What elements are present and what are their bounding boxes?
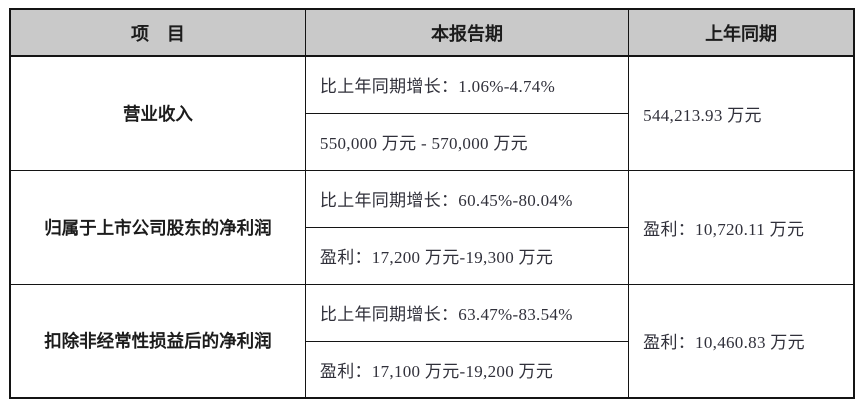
header-prior-period: 上年同期 xyxy=(628,8,855,57)
row2-growth-cell: 比上年同期增长：60.45%-80.04% xyxy=(304,169,630,228)
row1-value-cell: 550,000 万元 - 570,000 万元 xyxy=(304,112,630,171)
header-item: 项 目 xyxy=(9,8,306,57)
header-row: 项 目 本报告期 上年同期 xyxy=(9,8,855,57)
header-current-period: 本报告期 xyxy=(304,8,630,57)
row1-growth-cell: 比上年同期增长：1.06%-4.74% xyxy=(304,55,630,114)
row3-prior-cell: 盈利：10,460.83 万元 xyxy=(628,283,855,399)
table-row: 盈利：17,100 万元-19,200 万元 xyxy=(10,340,854,399)
row2-item-cell: 归属于上市公司股东的净利润 xyxy=(9,169,306,285)
row3-growth-cell: 比上年同期增长：63.47%-83.54% xyxy=(304,283,630,342)
row2-value-cell: 盈利：17,200 万元-19,300 万元 xyxy=(304,226,630,285)
table-row: 扣除非经常性损益后的净利润 比上年同期增长：63.47%-83.54% 盈利：1… xyxy=(9,283,855,399)
row1-prior-cell: 544,213.93 万元 xyxy=(628,55,855,171)
table-row: 营业收入 比上年同期增长：1.06%-4.74% 544,213.93 万元 xyxy=(9,55,855,171)
row2-prior-cell: 盈利：10,720.11 万元 xyxy=(628,169,855,285)
performance-forecast-table: 项 目 本报告期 上年同期 营业收入 比上年同期增长：1.06%-4.74% 5… xyxy=(9,8,855,399)
table-row: 归属于上市公司股东的净利润 比上年同期增长：60.45%-80.04% 盈利：1… xyxy=(9,169,855,285)
table-row: 盈利：17,200 万元-19,300 万元 xyxy=(10,226,854,285)
row3-value-cell: 盈利：17,100 万元-19,200 万元 xyxy=(304,340,630,399)
table-row: 550,000 万元 - 570,000 万元 xyxy=(10,112,854,171)
row1-item-cell: 营业收入 xyxy=(9,55,306,171)
row3-item-cell: 扣除非经常性损益后的净利润 xyxy=(9,283,306,399)
